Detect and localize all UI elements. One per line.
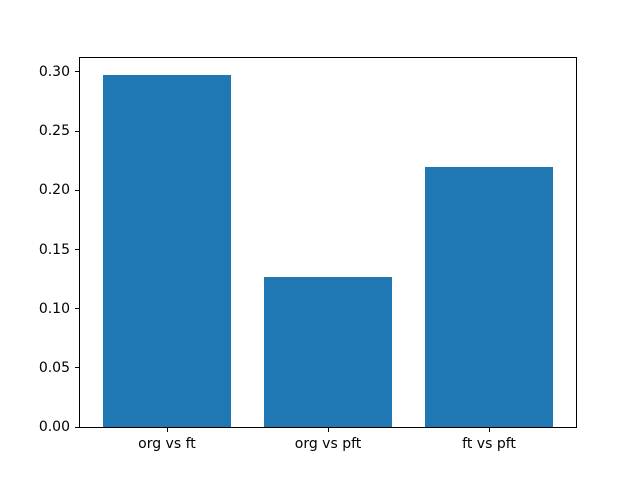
y-tick-mark-5 (75, 130, 79, 132)
y-tick-mark-2 (75, 308, 79, 310)
x-tick-label-org-vs-ft: org vs ft (138, 436, 196, 453)
y-tick-mark-0 (75, 426, 79, 428)
x-tick-mark-ft-vs-pft (489, 428, 491, 433)
x-tick-label-org-vs-pft: org vs pft (294, 436, 362, 453)
y-tick-mark-4 (75, 189, 79, 191)
y-tick-mark-3 (75, 249, 79, 250)
bar-ft-vs-pft (424, 166, 554, 428)
y-tick-label-4: 0.20 (38, 182, 70, 199)
y-tick-label-2: 0.10 (38, 300, 70, 317)
x-tick-mark-org-vs-ft (166, 428, 168, 433)
y-tick-label-0: 0.00 (38, 419, 70, 436)
y-tick-label-6: 0.30 (38, 63, 70, 80)
x-tick-mark-org-vs-pft (328, 428, 329, 433)
y-tick-mark-1 (75, 367, 79, 369)
y-tick-mark-6 (75, 71, 79, 73)
bar-org-vs-ft (102, 75, 232, 428)
y-tick-label-5: 0.25 (38, 123, 70, 140)
plot-area (80, 58, 576, 428)
y-tick-label-3: 0.15 (38, 241, 70, 258)
bar-org-vs-pft (263, 276, 393, 428)
y-tick-label-1: 0.05 (38, 359, 70, 376)
x-tick-label-ft-vs-pft: ft vs pft (462, 436, 516, 453)
